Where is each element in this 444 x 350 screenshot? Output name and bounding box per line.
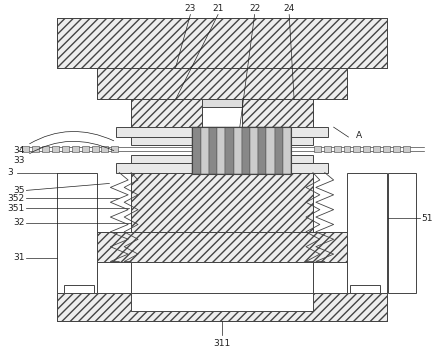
Text: 33: 33 <box>13 141 114 165</box>
Bar <box>403 146 410 152</box>
Bar <box>242 99 313 127</box>
Bar <box>192 127 291 174</box>
Bar <box>82 146 89 152</box>
Bar <box>116 127 328 137</box>
Bar <box>91 146 99 152</box>
Text: 351: 351 <box>7 204 24 213</box>
Text: 352: 352 <box>7 194 24 203</box>
Bar <box>344 146 350 152</box>
Bar <box>116 163 328 173</box>
Text: 34: 34 <box>13 132 114 155</box>
Bar <box>32 146 39 152</box>
Bar <box>131 173 313 232</box>
Bar <box>96 68 348 99</box>
Text: 51: 51 <box>421 214 433 223</box>
Text: A: A <box>357 131 362 140</box>
Bar <box>131 173 313 232</box>
Bar <box>96 261 131 293</box>
Bar <box>57 173 96 293</box>
Bar <box>363 146 370 152</box>
Bar <box>242 99 313 127</box>
Bar <box>350 285 380 293</box>
Bar <box>111 146 118 152</box>
Bar <box>57 293 387 321</box>
Bar <box>131 155 313 163</box>
Bar <box>131 99 202 127</box>
Text: 311: 311 <box>214 338 230 348</box>
Bar <box>64 285 94 293</box>
Bar <box>234 127 242 174</box>
Bar <box>52 146 59 152</box>
Bar <box>275 127 283 174</box>
Bar <box>333 146 341 152</box>
Bar <box>57 293 387 321</box>
Bar <box>96 232 348 261</box>
Bar <box>313 261 348 293</box>
Bar <box>348 173 387 293</box>
Bar <box>102 146 108 152</box>
Bar <box>72 146 79 152</box>
Bar <box>57 19 387 68</box>
Bar <box>225 127 234 174</box>
Bar <box>202 99 242 107</box>
Bar <box>201 127 209 174</box>
Text: 23: 23 <box>185 4 196 13</box>
Bar <box>242 127 250 174</box>
Bar <box>131 137 313 145</box>
Bar <box>42 146 49 152</box>
Bar <box>131 99 202 127</box>
Bar <box>23 146 29 152</box>
Bar <box>217 127 225 174</box>
Bar <box>96 232 348 261</box>
Text: 22: 22 <box>249 4 260 13</box>
Bar <box>353 146 361 152</box>
Bar <box>209 127 217 174</box>
Bar <box>266 127 275 174</box>
Bar <box>96 68 348 99</box>
Bar <box>383 146 390 152</box>
Bar <box>62 146 69 152</box>
Text: 21: 21 <box>212 4 224 13</box>
Text: 31: 31 <box>13 253 24 262</box>
Bar <box>192 127 201 174</box>
Text: 32: 32 <box>13 218 24 228</box>
Bar <box>258 127 266 174</box>
Bar <box>283 127 291 174</box>
Bar <box>324 146 331 152</box>
Bar <box>250 127 258 174</box>
Text: 24: 24 <box>284 4 295 13</box>
Bar <box>373 146 380 152</box>
Text: 35: 35 <box>13 186 24 195</box>
Bar <box>131 261 313 311</box>
Bar <box>314 146 321 152</box>
Bar <box>57 19 387 68</box>
Bar <box>393 146 400 152</box>
Text: 3: 3 <box>8 168 13 177</box>
Bar <box>388 173 416 293</box>
